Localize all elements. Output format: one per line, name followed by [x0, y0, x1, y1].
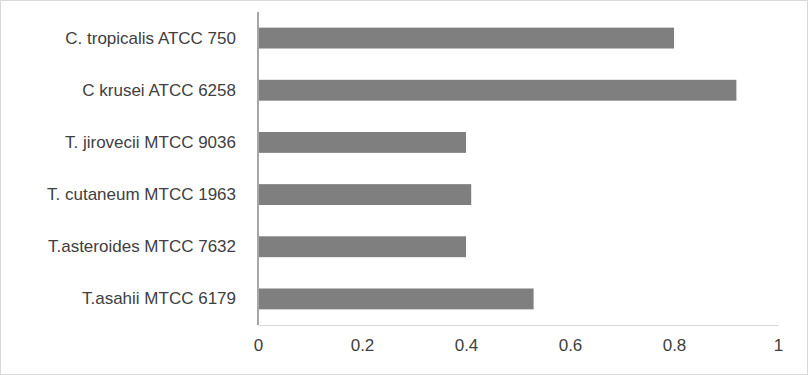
- bar: [258, 28, 674, 49]
- x-tick: 0.8: [663, 325, 687, 355]
- plot: 0 0.2 0.4 0.6 0.8 1 C. tropicalis ATCC 750 C kr…: [47, 12, 783, 355]
- x-tick-label: 0.6: [559, 336, 583, 355]
- x-tick-label: 0.4: [455, 336, 479, 355]
- x-tick-label: 0.2: [351, 336, 375, 355]
- bar: [258, 288, 534, 309]
- bar: [258, 236, 466, 257]
- chart-border: [1, 1, 808, 375]
- y-tick: T.asahii MTCC 6179: [82, 289, 258, 308]
- y-tick-label: C krusei ATCC 6258: [82, 81, 236, 100]
- y-tick: C. tropicalis ATCC 750: [65, 29, 258, 48]
- y-tick-label: C. tropicalis ATCC 750: [65, 29, 236, 48]
- x-tick: 0.2: [351, 325, 375, 355]
- y-axis-line: [257, 12, 259, 325]
- bar: [258, 184, 471, 205]
- y-tick: T. cutaneum MTCC 1963: [47, 185, 258, 204]
- bars: [258, 28, 736, 310]
- y-tick-label: T. cutaneum MTCC 1963: [47, 185, 236, 204]
- x-tick: 0.4: [455, 325, 479, 355]
- x-axis: 0 0.2 0.4 0.6 0.8 1: [254, 325, 783, 355]
- x-tick-label: 0.8: [663, 336, 687, 355]
- y-axis: C. tropicalis ATCC 750 C krusei ATCC 6258…: [47, 12, 258, 325]
- y-tick-label: T. jirovecii MTCC 9036: [65, 133, 236, 152]
- x-tick: 0: [254, 325, 263, 355]
- y-tick: T.asteroides MTCC 7632: [48, 237, 258, 256]
- x-axis-line: [259, 325, 779, 326]
- x-tick: 1: [774, 325, 783, 355]
- y-tick: T. jirovecii MTCC 9036: [65, 133, 258, 152]
- x-tick-label: 1: [774, 336, 783, 355]
- chart: 0 0.2 0.4 0.6 0.8 1 C. tropicalis ATCC 750 C kr…: [0, 0, 808, 375]
- x-tick-label: 0: [254, 336, 263, 355]
- y-tick-label: T.asteroides MTCC 7632: [48, 237, 236, 256]
- bar: [258, 80, 736, 101]
- y-tick: C krusei ATCC 6258: [82, 81, 258, 100]
- bar: [258, 132, 466, 153]
- y-tick-label: T.asahii MTCC 6179: [82, 289, 236, 308]
- x-tick: 0.6: [559, 325, 583, 355]
